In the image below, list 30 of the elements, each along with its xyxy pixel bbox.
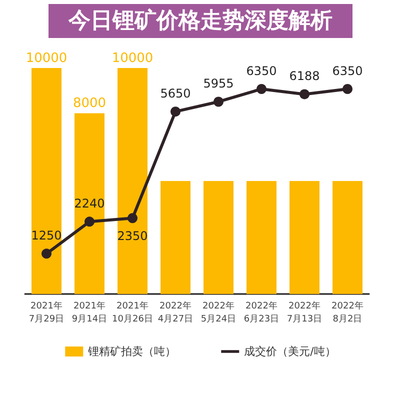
chart-title: 今日锂矿价格走势深度解析 bbox=[68, 8, 332, 34]
data-label: 6350 bbox=[332, 64, 363, 78]
data-label: 5955 bbox=[203, 76, 234, 91]
x-tick-label: 2021年 10月26日 bbox=[112, 300, 153, 324]
data-label: 10000 bbox=[112, 51, 154, 66]
point bbox=[214, 96, 224, 107]
x-tick-label: 2022年 7月13日 bbox=[286, 300, 322, 324]
data-label: 6350 bbox=[246, 64, 277, 78]
x-tick-label: 2022年 8月2日 bbox=[332, 300, 364, 324]
legend-label: 锂精矿拍卖（吨） bbox=[87, 345, 176, 358]
point bbox=[128, 213, 138, 224]
point bbox=[84, 216, 94, 227]
x-tick-label: 2021年 7月29日 bbox=[28, 300, 64, 324]
point bbox=[256, 84, 266, 94]
data-label: 2240 bbox=[74, 196, 105, 211]
point bbox=[42, 248, 52, 259]
x-tick-label: 2022年 4月27日 bbox=[158, 300, 194, 324]
x-tick-label: 2022年 6月23日 bbox=[244, 300, 280, 324]
x-tick-label: 2021年 9月14日 bbox=[72, 300, 108, 324]
data-label: 6188 bbox=[289, 69, 320, 84]
data-label: 8000 bbox=[72, 96, 106, 112]
data-label: 2350 bbox=[117, 229, 148, 244]
legend-label: 成交价（美元/吨） bbox=[244, 345, 336, 358]
data-label: 1250 bbox=[31, 228, 62, 243]
x-tick-label: 2022年 5月24日 bbox=[200, 300, 236, 324]
point bbox=[300, 89, 310, 100]
point bbox=[170, 106, 180, 117]
point bbox=[342, 84, 352, 94]
data-label: 5650 bbox=[160, 86, 191, 101]
data-label: 10000 bbox=[26, 51, 68, 66]
